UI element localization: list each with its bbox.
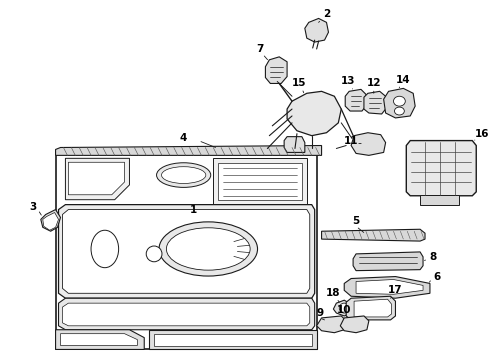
Polygon shape <box>346 296 395 320</box>
Polygon shape <box>55 330 144 350</box>
Text: 18: 18 <box>326 288 341 298</box>
Ellipse shape <box>167 228 250 270</box>
Polygon shape <box>69 162 124 195</box>
Polygon shape <box>420 195 460 204</box>
Polygon shape <box>333 300 351 316</box>
Text: 13: 13 <box>341 76 355 86</box>
Polygon shape <box>66 158 129 200</box>
Polygon shape <box>60 334 137 346</box>
Text: 17: 17 <box>388 285 403 295</box>
Polygon shape <box>43 212 58 230</box>
Polygon shape <box>406 141 476 196</box>
Ellipse shape <box>156 163 211 188</box>
Text: 15: 15 <box>292 78 306 89</box>
Text: 1: 1 <box>190 204 197 215</box>
Polygon shape <box>364 91 386 114</box>
Polygon shape <box>62 210 310 293</box>
Text: 14: 14 <box>396 75 411 85</box>
Text: 12: 12 <box>367 78 381 89</box>
Polygon shape <box>62 303 310 326</box>
Polygon shape <box>154 334 312 346</box>
Text: 8: 8 <box>429 252 437 262</box>
Text: 4: 4 <box>180 132 187 143</box>
Polygon shape <box>58 204 315 298</box>
Circle shape <box>339 303 349 313</box>
Polygon shape <box>345 89 366 111</box>
Polygon shape <box>149 330 317 350</box>
Polygon shape <box>287 91 341 136</box>
Polygon shape <box>340 316 369 333</box>
Polygon shape <box>321 229 425 241</box>
Polygon shape <box>354 299 392 317</box>
Text: 11: 11 <box>344 136 358 145</box>
Polygon shape <box>344 276 430 298</box>
Polygon shape <box>266 57 287 84</box>
Polygon shape <box>218 163 302 200</box>
Polygon shape <box>356 279 423 294</box>
Ellipse shape <box>162 167 206 184</box>
Text: 6: 6 <box>433 271 441 282</box>
Text: 10: 10 <box>337 305 351 315</box>
Polygon shape <box>305 18 328 42</box>
Polygon shape <box>353 252 423 271</box>
Text: 2: 2 <box>323 9 330 19</box>
Polygon shape <box>41 210 60 231</box>
Ellipse shape <box>91 230 119 268</box>
Text: 7: 7 <box>256 44 263 54</box>
Text: 3: 3 <box>29 202 37 212</box>
Ellipse shape <box>159 222 258 276</box>
Circle shape <box>146 246 162 262</box>
Polygon shape <box>213 158 307 204</box>
Text: 9: 9 <box>316 308 323 318</box>
Ellipse shape <box>394 107 404 115</box>
Bar <box>55 152 317 350</box>
Text: 16: 16 <box>475 129 490 139</box>
Ellipse shape <box>393 96 405 106</box>
Polygon shape <box>351 133 386 156</box>
Polygon shape <box>317 316 346 333</box>
Polygon shape <box>58 298 315 330</box>
Polygon shape <box>284 137 305 152</box>
Polygon shape <box>384 88 415 118</box>
Polygon shape <box>55 145 321 156</box>
Text: 5: 5 <box>352 216 360 226</box>
